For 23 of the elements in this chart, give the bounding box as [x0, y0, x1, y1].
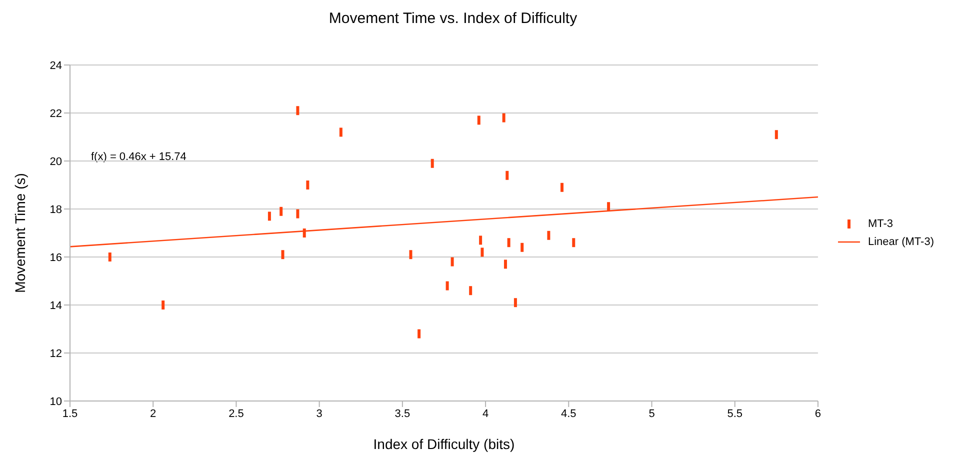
x-tick-label: 2	[150, 408, 156, 420]
y-tick-label: 22	[50, 108, 62, 120]
y-tick-label: 18	[50, 204, 62, 216]
legend-label: MT-3	[868, 218, 894, 230]
y-tick-label: 14	[50, 300, 62, 312]
y-axis-title: Movement Time (s)	[12, 173, 28, 293]
y-tick-label: 12	[50, 348, 62, 360]
chart-title: Movement Time vs. Index of Difficulty	[328, 10, 578, 27]
x-tick-label: 4.5	[560, 408, 576, 420]
x-tick-label: 5	[648, 408, 655, 420]
legend-label: Linear (MT-3)	[868, 236, 934, 248]
x-axis-title: Index of Difficulty (bits)	[373, 436, 515, 452]
x-tick-label: 3.5	[394, 408, 410, 420]
x-tick-label: 2.5	[228, 408, 244, 420]
x-tick-label: 4	[482, 408, 489, 420]
y-tick-label: 16	[50, 252, 62, 264]
x-tick-label: 3	[316, 408, 322, 420]
x-tick-label: 1.5	[62, 408, 78, 420]
y-tick-label: 24	[50, 60, 62, 72]
x-tick-label: 5.5	[727, 408, 743, 420]
x-tick-label: 6	[814, 408, 822, 420]
y-tick-label: 10	[50, 396, 62, 408]
y-tick-label: 20	[50, 156, 62, 168]
